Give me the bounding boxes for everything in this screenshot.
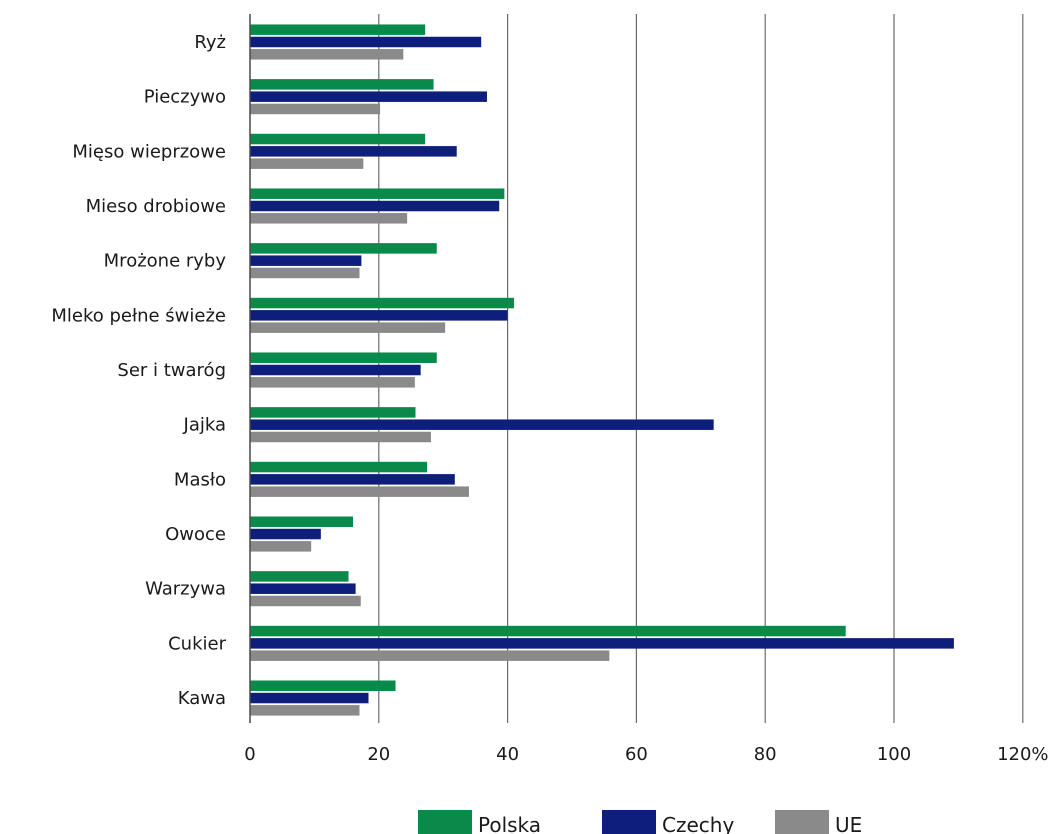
bar-czechy [250,638,954,649]
bars [250,24,954,716]
bar-czechy [250,419,714,430]
bar-polska [250,352,437,363]
category-label: Masło [174,469,226,490]
category-label: Mrożone ryby [104,251,227,272]
legend-label-polska: Polska [478,813,541,834]
category-label: Pieczywo [144,87,226,108]
category-label: Mięso wieprzowe [72,141,226,162]
bar-czechy [250,474,455,485]
bar-czechy [250,91,487,102]
category-label: Ser i twaróg [117,360,226,381]
bar-polska [250,407,416,418]
bar-czechy [250,528,321,540]
gridlines [378,14,1024,723]
bar-czechy [250,583,356,594]
category-labels: Ryż Pieczywo Mięso wieprzowe Mieso drobiowe… [51,32,226,709]
bar-polska [250,79,434,90]
x-tick-label: 0 [244,744,255,765]
bar-polska [250,625,846,637]
bar-ue [250,213,408,224]
bar-czechy [250,310,508,321]
bar-polska [250,243,437,254]
bar-ue [250,541,312,552]
x-tick-label: 20 [367,744,390,765]
bar-czechy [250,36,482,48]
legend-swatch-czechy [602,810,656,834]
bar-ue [250,595,361,607]
bar-polska [250,571,349,582]
category-label: Cukier [168,633,226,654]
bar-polska [250,516,354,527]
bar-polska [250,680,396,691]
legend: Polska Czechy UE [418,810,862,834]
bar-polska [250,188,505,199]
category-label: Owoce [165,524,226,545]
x-tick-labels: 0 20 40 60 80 100 120% [244,744,1048,765]
bar-polska [250,133,426,145]
legend-swatch-polska [418,810,472,834]
x-tick-label: 120% [997,744,1048,765]
bar-czechy [250,200,500,212]
bar-ue [250,377,415,388]
x-tick-label: 80 [754,744,777,765]
bar-ue [250,650,610,661]
bar-ue [250,431,431,443]
x-tick-label: 100 [877,744,911,765]
bar-polska [250,24,426,35]
bar-ue [250,158,364,169]
bar-polska [250,297,515,309]
bar-ue [250,49,404,60]
x-tick-label: 40 [496,744,519,765]
bar-czechy [250,692,369,704]
category-label: Jajka [183,415,226,436]
category-label: Ryż [194,32,226,53]
category-label: Kawa [178,688,226,709]
bar-ue [250,486,469,497]
bar-ue [250,267,360,279]
bar-czechy [250,255,362,266]
bar-ue [250,705,360,716]
legend-label-ue: UE [835,813,862,834]
legend-label-czechy: Czechy [662,813,734,834]
bar-ue [250,103,381,115]
category-label: Mieso drobiowe [86,196,226,217]
category-label: Warzywa [145,579,226,600]
category-label: Mleko pełne świeże [51,305,226,326]
bar-czechy [250,364,421,376]
bar-ue [250,322,446,333]
bar-czechy [250,146,457,157]
bar-polska [250,461,428,473]
x-tick-label: 60 [625,744,648,765]
legend-swatch-ue [775,810,829,834]
